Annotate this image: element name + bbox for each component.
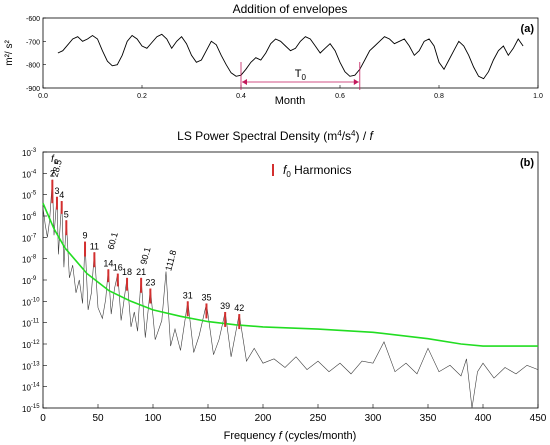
harmonic-label: 23 [145, 278, 155, 288]
panel-b-y-ticks: 10-3 10-4 10-5 10-6 10-7 10-8 10-9 10-10 10-11 10… [22, 148, 47, 414]
frequency-annotation: 60.1 [106, 231, 120, 251]
panel-b-x-tick-label: 350 [420, 413, 437, 424]
frequency-annotations: 28.5 60.1 90.1 111.8 [50, 159, 179, 272]
panel-b-x-tick-label: 450 [530, 413, 547, 424]
panel-b-y-tick-label: 10-5 [22, 191, 37, 201]
panel-b-x-axis-label: Frequency f (cycles/month) [224, 430, 357, 442]
harmonic-label: 39 [220, 301, 230, 311]
harmonic-label: 11 [90, 241, 99, 251]
panel-a-series [57, 33, 524, 80]
panel-b-y-tick-label: 10-3 [22, 148, 37, 158]
panel-a-x-tick-label: 1.0 [533, 93, 543, 100]
panel-b-x-ticks: 0 50 100 150 200 250 300 350 400 450 [40, 404, 547, 424]
panel-b-y-tick-label: 10-6 [22, 212, 37, 222]
harmonic-label: 31 [183, 290, 193, 300]
panel-b-x-tick-label: 50 [92, 413, 104, 424]
f0-label: f0 [51, 154, 58, 166]
period-label: T0 [295, 68, 307, 82]
frequency-annotation: 111.8 [163, 249, 178, 272]
harmonic-label: 5 [64, 209, 69, 219]
panel-b-x-tick-label: 300 [365, 413, 382, 424]
panel-a-y-tick-label: -900 [26, 86, 40, 93]
panel-b-y-tick-label: 10-4 [22, 169, 37, 179]
period-arrow-left [242, 79, 247, 85]
panel-a-y-tick-label: -800 [26, 63, 40, 70]
psd-spectrum-line [42, 179, 539, 409]
panel-b-psd: LS Power Spectral Density (m4/s4) / f (b… [22, 129, 547, 442]
panel-a-label: (a) [521, 23, 535, 35]
panel-b-title: LS Power Spectral Density (m4/s4) / f [177, 129, 374, 143]
frequency-annotation: 90.1 [138, 246, 152, 266]
panel-b-y-tick-label: 10-10 [22, 297, 40, 307]
period-arrow-right [353, 79, 359, 85]
harmonic-label: 2 [50, 169, 55, 179]
panel-a-title: Addition of envelopes [233, 2, 348, 16]
panel-a-x-tick-label: 0.6 [335, 93, 345, 100]
period-annotation: T0 [240, 62, 361, 90]
harmonic-label: 14 [103, 258, 113, 268]
panel-b-y-tick-label: 10-11 [22, 319, 40, 329]
harmonic-label: 4 [59, 190, 64, 200]
panel-a-y-tick-label: -600 [26, 16, 40, 23]
harmonic-label: 9 [83, 231, 88, 241]
significance-threshold-line [42, 202, 538, 347]
legend: f0 Harmonics [272, 163, 351, 179]
panel-a-envelopes: Addition of envelopes (a) m²/ s² Month 0… [4, 2, 543, 107]
panel-b-series [42, 179, 539, 409]
harmonic-label: 42 [234, 303, 244, 313]
panel-a-x-ticks: 0.0 0.2 0.4 0.6 0.8 1.0 [38, 85, 543, 100]
panel-a-y-tick-label: -700 [26, 39, 40, 46]
panel-b-y-tick-label: 10-8 [22, 255, 37, 265]
panel-b-x-tick-label: 200 [255, 413, 272, 424]
legend-label: f0 Harmonics [283, 163, 351, 179]
panel-b-y-tick-label: 10-15 [22, 404, 40, 414]
harmonic-label: 21 [136, 267, 146, 277]
panel-b-x-tick-label: 250 [310, 413, 327, 424]
panel-b-label: (b) [520, 157, 534, 169]
harmonic-label: 18 [122, 267, 132, 277]
harmonic-label: 16 [113, 263, 123, 273]
panel-b-y-tick-label: 10-7 [22, 233, 37, 243]
panel-a-y-axis-label: m²/ s² [4, 40, 15, 66]
envelope-line [57, 33, 524, 80]
panel-b-y-tick-label: 10-13 [22, 361, 40, 371]
panel-a-x-axis-label: Month [275, 95, 306, 107]
panel-a-x-tick-label: 0.2 [137, 93, 147, 100]
panel-a-y-ticks: -600 -700 -800 -900 [26, 16, 46, 93]
panel-b-x-tick-label: 400 [475, 413, 492, 424]
panel-a-x-tick-label: 0.4 [236, 93, 246, 100]
panel-b-x-tick-label: 0 [40, 413, 46, 424]
panel-b-y-tick-label: 10-12 [22, 340, 40, 350]
harmonic-label: 35 [201, 292, 211, 302]
panel-b-x-tick-label: 100 [145, 413, 162, 424]
panel-b-y-tick-label: 10-14 [22, 383, 40, 393]
panel-b-y-tick-label: 10-9 [22, 276, 37, 286]
frequency-annotation: 28.5 [50, 159, 64, 179]
panel-a-x-tick-label: 0.0 [38, 93, 48, 100]
panel-a-frame [42, 17, 539, 89]
harmonic-label: 3 [54, 186, 59, 196]
panel-a-x-tick-label: 0.8 [434, 93, 444, 100]
panel-b-x-tick-label: 150 [200, 413, 217, 424]
